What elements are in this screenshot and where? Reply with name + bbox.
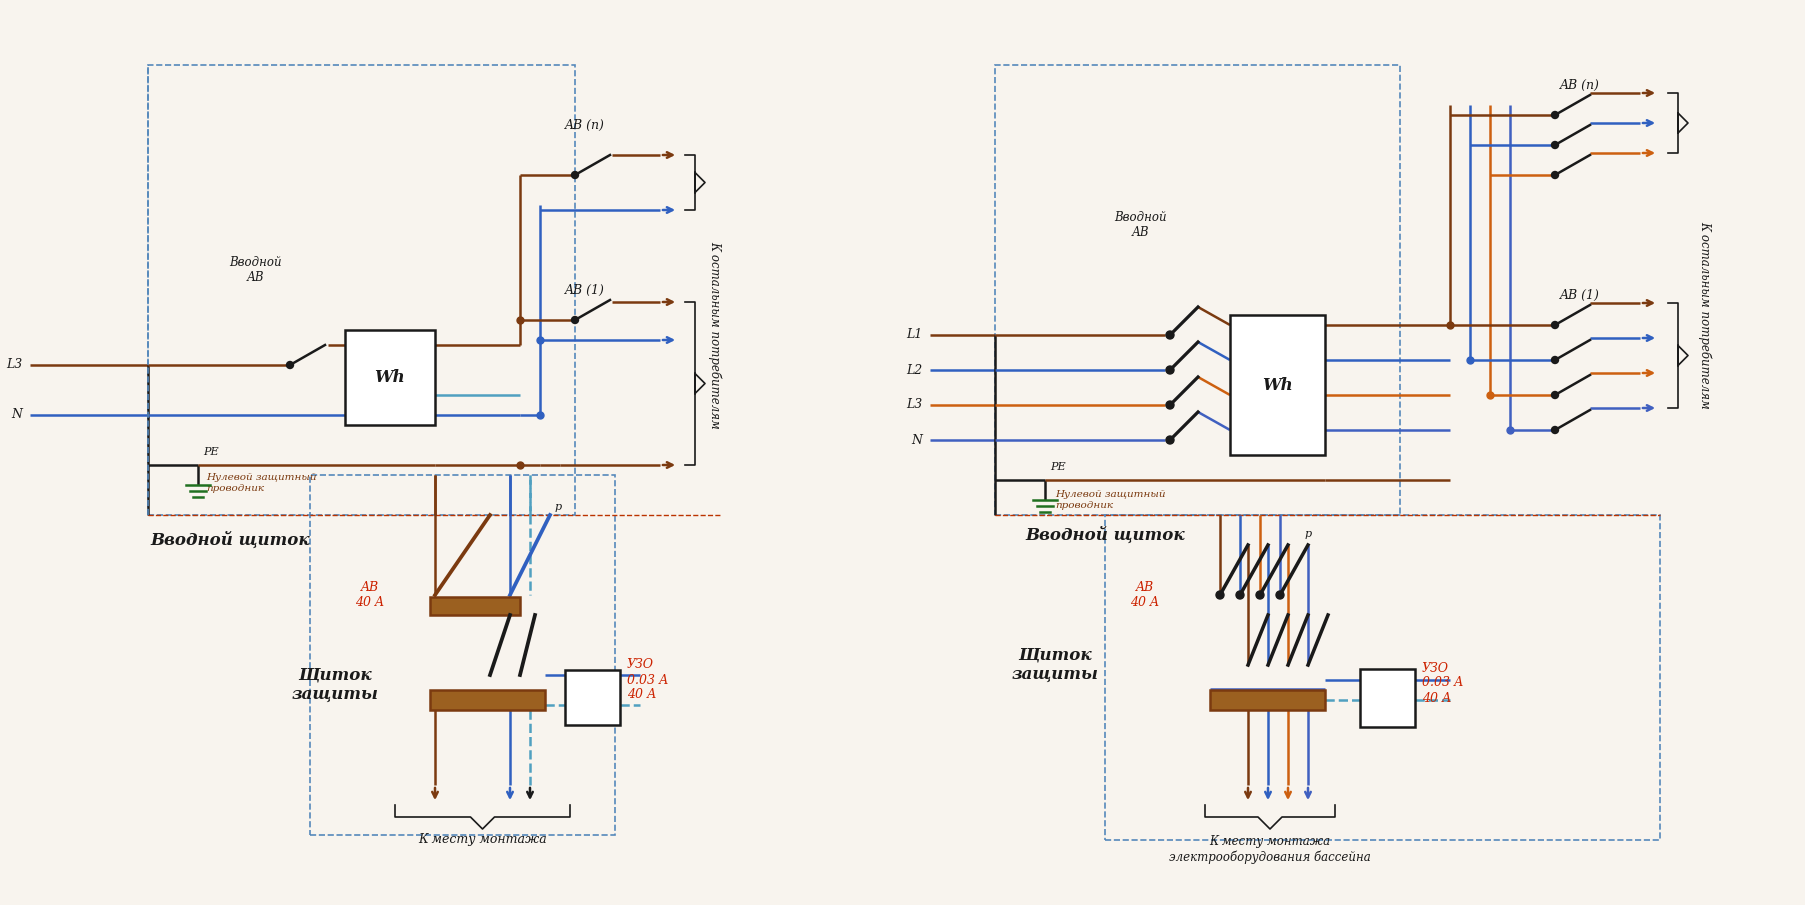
Text: AB (1): AB (1) — [1560, 289, 1599, 301]
Text: К остальным потребителям: К остальным потребителям — [1699, 221, 1711, 409]
Text: L2: L2 — [906, 364, 922, 376]
Bar — [1105, 515, 1661, 840]
Circle shape — [572, 172, 578, 178]
Text: N: N — [11, 408, 22, 422]
Text: К остальным потребителям: К остальным потребителям — [708, 241, 722, 429]
Text: AB
40 A: AB 40 A — [1130, 581, 1159, 609]
Bar — [1209, 690, 1325, 710]
Text: L1: L1 — [906, 329, 922, 341]
Text: p: p — [554, 502, 561, 512]
Circle shape — [1166, 331, 1173, 339]
Circle shape — [1552, 426, 1558, 433]
Circle shape — [572, 317, 578, 323]
Text: УЗО
0.03 А
40 А: УЗО 0.03 А 40 А — [1422, 662, 1464, 704]
Circle shape — [1166, 401, 1173, 409]
Bar — [1359, 669, 1415, 727]
Text: Вводной
АВ: Вводной АВ — [229, 256, 282, 284]
Text: PE: PE — [1051, 462, 1065, 472]
Circle shape — [1166, 366, 1173, 374]
Bar — [1229, 315, 1325, 455]
Circle shape — [1552, 141, 1558, 148]
Bar — [430, 690, 545, 710]
Circle shape — [1217, 591, 1224, 599]
Circle shape — [1166, 436, 1173, 444]
Text: Нулевой защитный
проводник: Нулевой защитный проводник — [1054, 491, 1166, 510]
Text: AB (n): AB (n) — [565, 119, 605, 131]
Text: Щиток
защиты: Щиток защиты — [292, 667, 379, 703]
Text: L3: L3 — [5, 358, 22, 371]
Text: Вводной щиток: Вводной щиток — [150, 531, 310, 548]
Bar — [345, 330, 435, 425]
Circle shape — [287, 361, 294, 368]
Text: К месту монтажа: К месту монтажа — [419, 833, 547, 846]
Bar — [430, 597, 520, 615]
Text: Wh: Wh — [375, 369, 406, 386]
Text: PE: PE — [202, 447, 218, 457]
Text: К месту монтажа
электрооборудования бассейна: К месту монтажа электрооборудования басс… — [1170, 835, 1370, 863]
Text: Вводной
АВ: Вводной АВ — [1114, 211, 1166, 239]
Text: AB (1): AB (1) — [565, 283, 605, 297]
Text: УЗО
0.03 А
40 А: УЗО 0.03 А 40 А — [626, 659, 668, 701]
Circle shape — [1552, 357, 1558, 364]
Circle shape — [1276, 591, 1283, 599]
Text: Нулевой защитный
проводник: Нулевой защитный проводник — [206, 473, 316, 492]
Text: Щиток
защиты: Щиток защиты — [1011, 647, 1099, 683]
Circle shape — [1552, 111, 1558, 119]
Circle shape — [1236, 591, 1244, 599]
Bar — [310, 475, 616, 835]
Text: Wh: Wh — [1262, 376, 1292, 394]
Text: p: p — [1305, 529, 1312, 539]
Bar — [995, 65, 1401, 515]
Bar — [148, 65, 576, 515]
Text: Вводной щиток: Вводной щиток — [1025, 527, 1184, 544]
Text: AB
40 A: AB 40 A — [356, 581, 384, 609]
Text: L3: L3 — [906, 398, 922, 412]
Circle shape — [1552, 321, 1558, 329]
Text: AB (n): AB (n) — [1560, 79, 1599, 91]
Circle shape — [1552, 392, 1558, 398]
Text: N: N — [912, 433, 922, 446]
Bar — [565, 670, 619, 725]
Circle shape — [1552, 172, 1558, 178]
Circle shape — [1256, 591, 1264, 599]
